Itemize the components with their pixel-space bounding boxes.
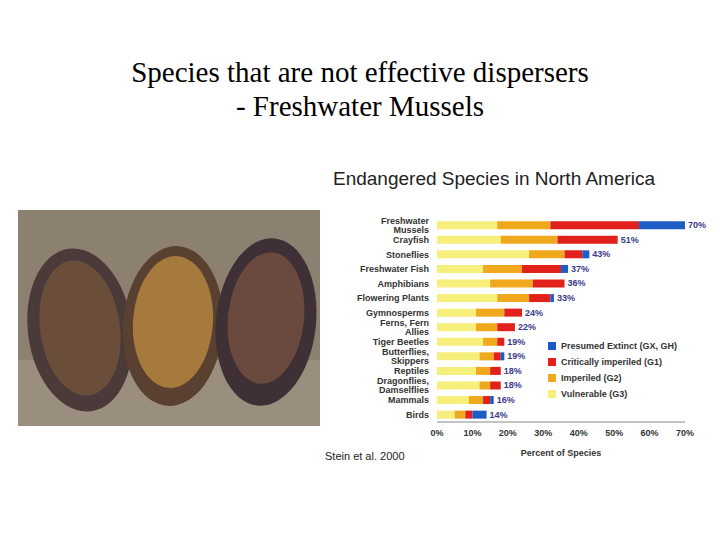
html-text:Stein et al. 2000: Stein et al. 2000 xyxy=(325,450,405,462)
html-text:Imperiled (G2): Imperiled (G2) xyxy=(561,373,622,383)
svg-text:Dragonflies,Damselflies: Dragonflies,Damselflies xyxy=(377,376,429,395)
svg-text:16%: 16% xyxy=(497,395,515,405)
svg-text:18%: 18% xyxy=(504,380,522,390)
svg-text:Crayfish: Crayfish xyxy=(393,235,429,245)
svg-text:60%: 60% xyxy=(641,428,659,438)
html-text:Critically imperiled (G1): Critically imperiled (G1) xyxy=(561,357,662,367)
html-text:- Freshwater Mussels: - Freshwater Mussels xyxy=(236,90,484,122)
svg-text:Percent of Species: Percent of Species xyxy=(521,448,602,458)
svg-text:40%: 40% xyxy=(570,428,588,438)
svg-text:Freshwater Fish: Freshwater Fish xyxy=(360,264,429,274)
svg-text:Butterflies,Skippers: Butterflies,Skippers xyxy=(382,347,429,366)
svg-text:Birds: Birds xyxy=(406,410,429,420)
svg-text:Stoneflies: Stoneflies xyxy=(386,250,429,260)
svg-text:FreshwaterMussels: FreshwaterMussels xyxy=(381,216,430,235)
svg-text:20%: 20% xyxy=(499,428,517,438)
html-text:Species that are not effective: Species that are not effective disperser… xyxy=(131,56,589,88)
svg-text:14%: 14% xyxy=(490,410,508,420)
svg-text:Amphibians: Amphibians xyxy=(377,279,429,289)
svg-text:70%: 70% xyxy=(676,428,694,438)
svg-text:Mammals: Mammals xyxy=(388,395,429,405)
svg-text:0%: 0% xyxy=(430,428,443,438)
html-text:Vulnerable (G3): Vulnerable (G3) xyxy=(561,389,628,399)
svg-text:Tiger Beetles: Tiger Beetles xyxy=(373,337,429,347)
html-text:Endangered Species in North Am: Endangered Species in North America xyxy=(333,168,656,189)
svg-text:36%: 36% xyxy=(568,278,586,288)
svg-text:10%: 10% xyxy=(463,428,481,438)
svg-text:18%: 18% xyxy=(504,366,522,376)
svg-text:Flowering Plants: Flowering Plants xyxy=(357,293,429,303)
svg-text:37%: 37% xyxy=(571,264,589,274)
svg-text:19%: 19% xyxy=(507,351,525,361)
svg-text:50%: 50% xyxy=(605,428,623,438)
svg-text:43%: 43% xyxy=(592,249,610,259)
html-text:Presumed Extinct (GX, GH): Presumed Extinct (GX, GH) xyxy=(561,341,677,351)
svg-text:Ferns, FernAllies: Ferns, FernAllies xyxy=(380,318,429,337)
svg-text:22%: 22% xyxy=(518,322,536,332)
svg-text:51%: 51% xyxy=(621,235,639,245)
svg-text:33%: 33% xyxy=(557,293,575,303)
svg-text:24%: 24% xyxy=(525,308,543,318)
svg-text:30%: 30% xyxy=(534,428,552,438)
svg-text:70%: 70% xyxy=(688,220,706,230)
svg-text:19%: 19% xyxy=(507,337,525,347)
svg-text:Gymnosperms: Gymnosperms xyxy=(366,308,429,318)
svg-text:Reptiles: Reptiles xyxy=(394,366,429,376)
